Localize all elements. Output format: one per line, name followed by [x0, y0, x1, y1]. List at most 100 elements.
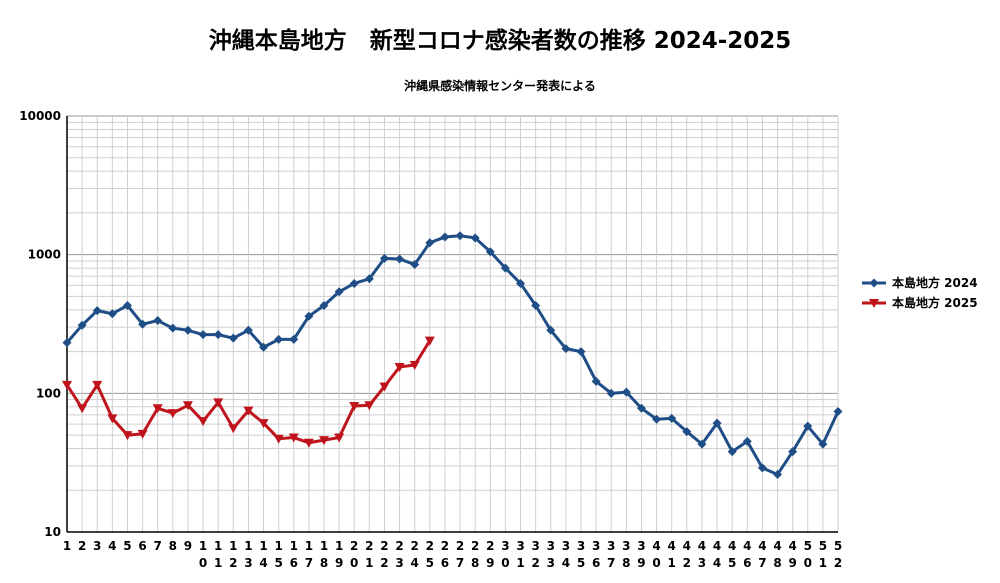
y-tick-label: 10000: [19, 109, 61, 123]
data-point: [137, 429, 148, 439]
data-point: [425, 238, 435, 248]
x-tick-label: 4: [108, 539, 116, 553]
data-point: [77, 320, 87, 330]
series-line: [65, 234, 840, 476]
data-point: [818, 439, 828, 449]
data-point: [424, 336, 435, 346]
data-point: [667, 413, 677, 423]
x-tick-label: 5: [123, 539, 131, 553]
data-point: [788, 447, 798, 457]
data-point: [803, 421, 813, 431]
x-tick-label: 9: [184, 539, 192, 553]
data-point: [440, 232, 450, 242]
data-point: [606, 388, 616, 398]
legend-label: 本島地方 2025: [892, 295, 978, 310]
data-point: [379, 253, 389, 263]
data-point: [531, 300, 541, 310]
data-point: [198, 417, 209, 427]
chart-subtitle: 沖縄県感染情報センター発表による: [404, 78, 596, 93]
data-point: [122, 300, 132, 310]
data-point: [379, 382, 390, 392]
data-point: [349, 402, 360, 412]
legend-item: 本島地方 2024: [862, 275, 978, 290]
x-tick-label: 2: [78, 539, 86, 553]
data-point: [364, 274, 374, 284]
data-point: [77, 404, 88, 414]
legend-item: 本島地方 2025: [862, 295, 978, 310]
data-point: [228, 424, 239, 434]
data-point: [334, 433, 345, 443]
data-point: [697, 439, 707, 449]
data-point: [500, 263, 510, 273]
data-point: [742, 436, 752, 446]
series-1: [62, 231, 843, 479]
data-point: [712, 418, 722, 428]
data-point: [561, 344, 571, 354]
data-point: [273, 434, 284, 444]
data-point: [516, 278, 526, 288]
data-point: [138, 319, 148, 329]
x-tick-label: 1: [63, 539, 71, 553]
data-point: [869, 278, 879, 288]
data-point: [289, 334, 299, 344]
data-point: [773, 469, 783, 479]
data-point: [92, 306, 102, 316]
series-group: [62, 231, 843, 479]
x-tick-label: 3: [93, 539, 101, 553]
data-point: [198, 330, 208, 340]
legend: 本島地方 2024 本島地方 2025: [862, 275, 978, 310]
data-point: [303, 438, 314, 448]
data-point: [107, 414, 118, 424]
x-tick-label: 6: [138, 539, 146, 553]
data-point: [319, 436, 329, 446]
x-tick-labels: 1 2 3 4 5 6 7 8 9 1 01 11 21 31 41 51 61 71 81 92 02 12 22 32 42…: [63, 539, 842, 570]
data-point: [410, 259, 420, 269]
data-point: [183, 325, 193, 335]
axes: [66, 116, 838, 533]
data-point: [243, 325, 253, 335]
data-point: [288, 433, 299, 443]
data-point: [636, 403, 646, 413]
data-point: [833, 406, 843, 416]
data-point: [591, 376, 601, 386]
data-point: [274, 334, 284, 344]
y-tick-label: 10: [44, 525, 61, 539]
data-point: [395, 254, 405, 264]
data-point: [349, 278, 359, 288]
data-point: [228, 333, 238, 343]
data-point: [394, 362, 405, 372]
grid: [66, 115, 839, 533]
data-point: [107, 309, 117, 319]
data-point: [259, 342, 269, 352]
